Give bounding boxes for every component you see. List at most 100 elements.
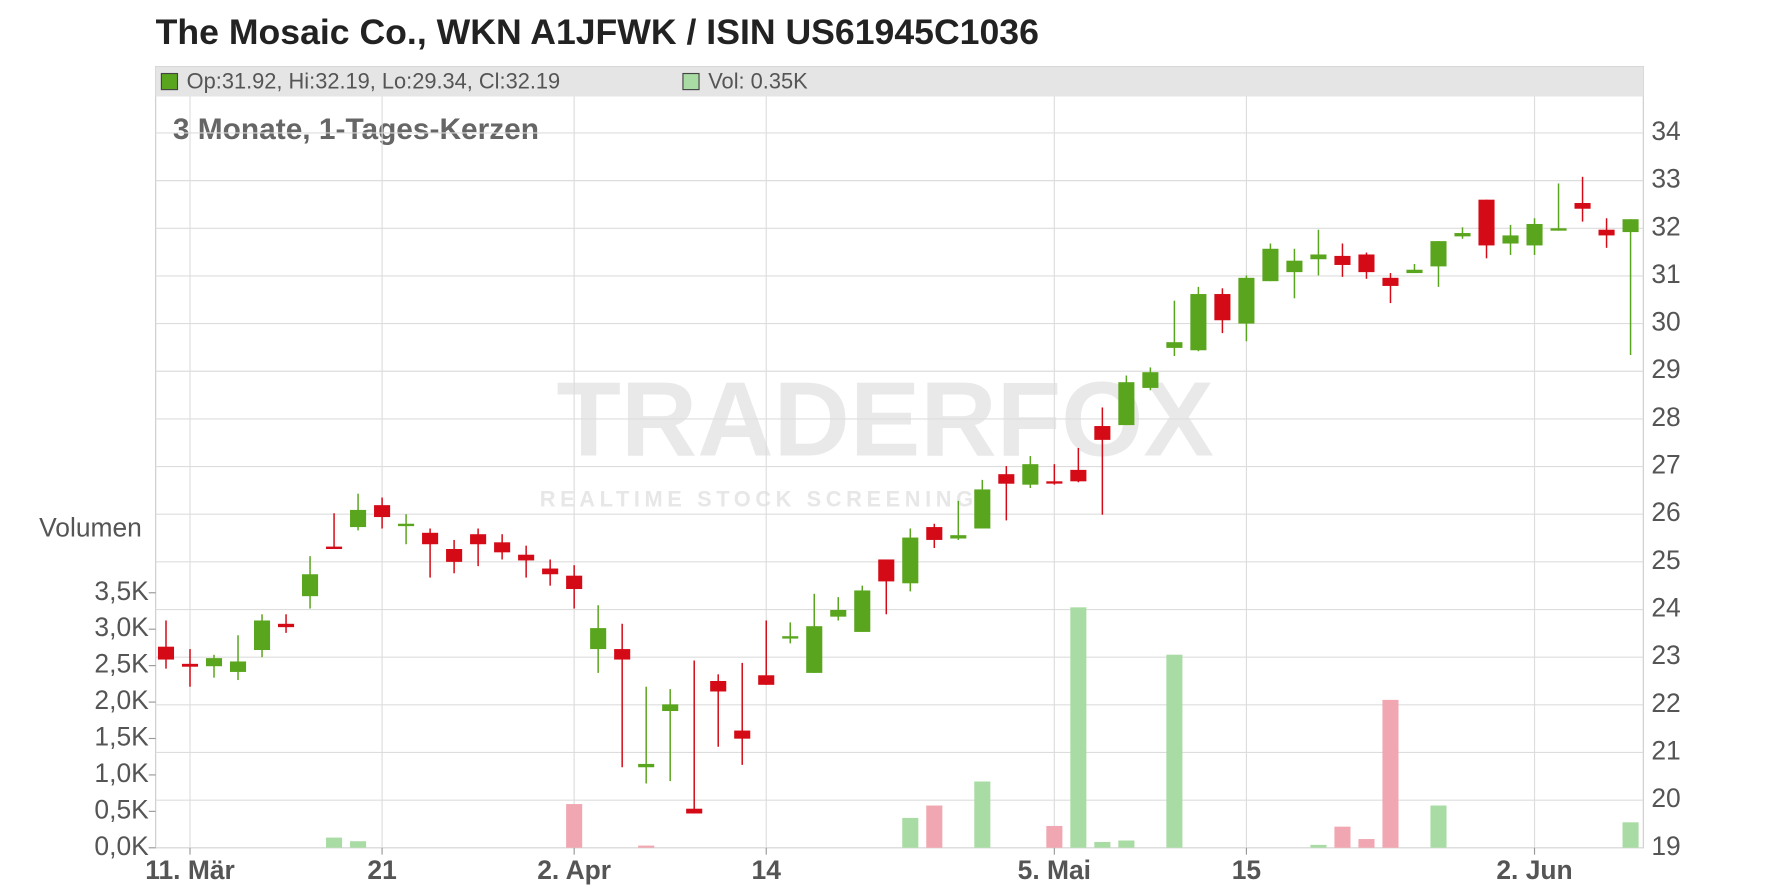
candle-body xyxy=(229,661,247,672)
candle-body xyxy=(734,730,751,739)
y2-tick-label: 2,0K xyxy=(94,685,149,715)
volume-bar xyxy=(974,781,991,848)
x-tick-label: 2. Jun xyxy=(1496,855,1572,885)
candle-body xyxy=(302,574,319,597)
legend-ohlc: Op:31.92, Hi:32.19, Lo:29.34, Cl:32.19 xyxy=(187,68,561,93)
y-tick-label: 29 xyxy=(1651,354,1680,384)
y-tick-label: 33 xyxy=(1651,164,1680,194)
candle-body xyxy=(926,527,943,540)
y2-tick-label: 1,5K xyxy=(94,721,149,751)
candle-body xyxy=(1070,469,1087,482)
y-tick-label: 26 xyxy=(1651,497,1680,527)
candle-body xyxy=(374,505,391,518)
y-tick-label: 32 xyxy=(1651,211,1680,241)
candle-body xyxy=(1214,294,1231,321)
y-tick-label: 25 xyxy=(1651,545,1680,575)
candle-body xyxy=(758,675,775,685)
candle-body xyxy=(494,542,511,553)
candle-body xyxy=(518,554,535,561)
volume-bar xyxy=(326,837,343,848)
candle-body xyxy=(326,546,343,549)
candle-body xyxy=(1478,199,1495,246)
y-tick-label: 27 xyxy=(1651,450,1680,480)
candle-body xyxy=(1142,372,1159,388)
candle-body xyxy=(830,609,847,617)
x-tick-label: 2. Apr xyxy=(537,855,611,885)
y2-tick-label: 1,0K xyxy=(94,758,149,788)
y2-tick-label: 3,5K xyxy=(94,576,149,606)
volume-bar xyxy=(1094,841,1111,848)
candle-body xyxy=(446,548,463,562)
candle-body xyxy=(1502,235,1519,244)
candle-body xyxy=(662,704,679,712)
x-tick-label: 15 xyxy=(1232,855,1261,885)
x-tick-label: 14 xyxy=(752,855,782,885)
candle-body xyxy=(1094,426,1111,440)
candle-body xyxy=(1526,223,1543,246)
candle-body xyxy=(1382,277,1399,286)
candle-body xyxy=(1550,228,1567,231)
y-tick-label: 34 xyxy=(1651,116,1680,146)
volume-bar xyxy=(1382,699,1399,848)
volume-bar xyxy=(350,841,367,848)
volume-axis-label: Volumen xyxy=(39,513,142,543)
candle-body xyxy=(398,523,415,527)
y-tick-label: 30 xyxy=(1651,307,1680,337)
candle-body xyxy=(950,535,967,539)
volume-bar xyxy=(1622,822,1639,848)
x-tick-label: 5. Mai xyxy=(1018,855,1091,885)
subtitle: 3 Monate, 1-Tages-Kerzen xyxy=(173,113,539,146)
x-tick-label: 11. Mär xyxy=(145,855,235,885)
candle-body xyxy=(350,509,367,528)
candle-body xyxy=(253,620,271,651)
legend-swatch xyxy=(160,72,179,91)
y-tick-label: 22 xyxy=(1651,688,1680,718)
candle-body xyxy=(1022,464,1039,485)
candle-body xyxy=(638,763,655,768)
volume-bar xyxy=(1430,805,1447,848)
candle-body xyxy=(470,534,487,545)
chart-title: The Mosaic Co., WKN A1JFWK / ISIN US6194… xyxy=(156,12,1039,52)
candle-body xyxy=(590,628,607,650)
candle-body xyxy=(1574,203,1591,209)
y-tick-label: 28 xyxy=(1651,402,1680,432)
candle-body xyxy=(157,646,175,660)
candle-body xyxy=(1286,260,1303,273)
volume-bar xyxy=(1118,840,1135,848)
candle-body xyxy=(278,623,295,628)
volume-bar xyxy=(566,804,583,848)
y2-tick-label: 0,0K xyxy=(94,831,149,861)
candle-body xyxy=(998,474,1015,484)
y2-tick-label: 3,0K xyxy=(94,612,149,642)
candle-body xyxy=(686,808,703,814)
candle-body xyxy=(1358,254,1375,273)
y-tick-label: 21 xyxy=(1651,735,1680,765)
volume-bar xyxy=(1334,826,1351,848)
y-tick-label: 24 xyxy=(1651,593,1680,623)
candle-body xyxy=(782,636,799,639)
candle-body xyxy=(1622,219,1639,233)
candle-body xyxy=(1118,382,1135,426)
candle-body xyxy=(1310,254,1327,260)
y-tick-label: 31 xyxy=(1651,259,1680,289)
y-tick-label: 19 xyxy=(1651,831,1680,861)
volume-bar xyxy=(1070,607,1087,848)
x-tick-label: 21 xyxy=(367,855,396,885)
volume-bar xyxy=(926,805,943,848)
candle-body xyxy=(1238,277,1255,324)
candle-body xyxy=(878,559,895,582)
volume-bar xyxy=(1046,825,1063,848)
volume-bar xyxy=(1310,844,1327,848)
candle-body xyxy=(614,649,631,660)
candle-body xyxy=(1454,233,1471,237)
legend-band xyxy=(155,66,1644,97)
candle-body xyxy=(1598,229,1615,236)
y2-tick-label: 2,5K xyxy=(94,649,149,679)
candle-body xyxy=(1166,342,1183,348)
candle-body xyxy=(1430,241,1447,267)
watermark-sub: REALTIME STOCK SCREENING xyxy=(540,487,978,512)
y-tick-label: 23 xyxy=(1651,640,1680,670)
volume-bar xyxy=(902,817,919,848)
